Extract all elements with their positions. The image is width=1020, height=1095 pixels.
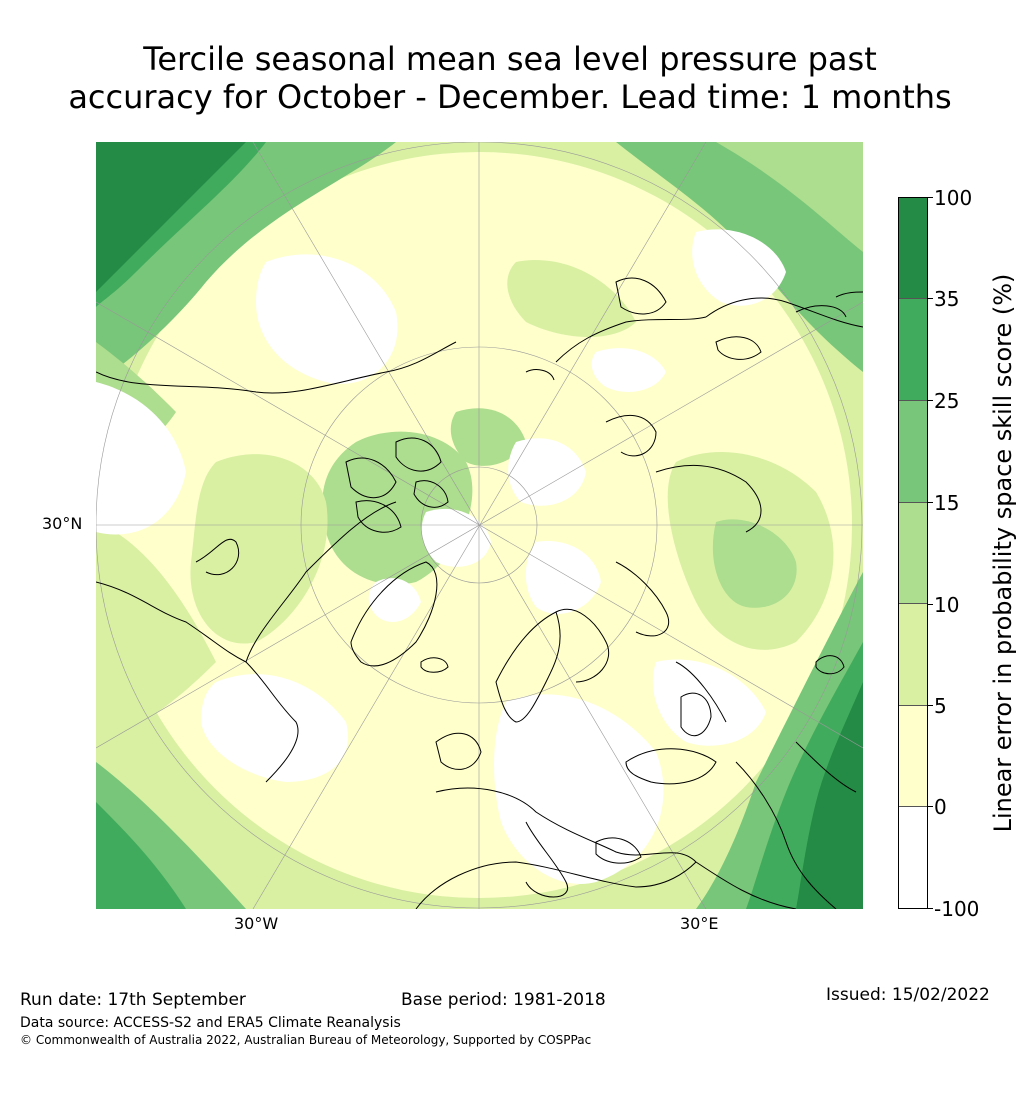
run-date: Run date: 17th September bbox=[20, 990, 246, 1010]
copyright: © Commonwealth of Australia 2022, Austra… bbox=[20, 1033, 592, 1047]
lat-label-30n: 30°N bbox=[42, 514, 83, 533]
colorbar-tickmark bbox=[928, 604, 933, 605]
colorbar-tick-label: 35 bbox=[934, 287, 960, 311]
colorbar-tick-label: 0 bbox=[934, 795, 947, 819]
colorbar-tick-label: 15 bbox=[934, 491, 960, 515]
data-source: Data source: ACCESS-S2 and ERA5 Climate … bbox=[20, 1015, 401, 1031]
issued-date: Issued: 15/02/2022 bbox=[826, 985, 990, 1005]
colorbar-bin-0-5 bbox=[899, 706, 927, 807]
map-title: Tercile seasonal mean sea level pressure… bbox=[0, 40, 1020, 116]
polar-map bbox=[96, 142, 863, 909]
colorbar-tickmark bbox=[928, 705, 933, 706]
colorbar-bin-neg100-0 bbox=[899, 807, 927, 908]
lon-label-30w: 30°W bbox=[234, 914, 279, 933]
colorbar-tick-label: 100 bbox=[934, 186, 973, 210]
base-period: Base period: 1981-2018 bbox=[401, 990, 606, 1010]
title-line-2: accuracy for October - December. Lead ti… bbox=[68, 78, 952, 116]
colorbar-tickmark bbox=[928, 400, 933, 401]
colorbar-tickmark bbox=[928, 298, 933, 299]
colorbar-tick-label: -100 bbox=[934, 897, 980, 921]
title-line-1: Tercile seasonal mean sea level pressure… bbox=[143, 40, 877, 78]
colorbar-tickmark bbox=[928, 197, 933, 198]
skill-field bbox=[96, 142, 863, 909]
colorbar-tick-label: 5 bbox=[934, 694, 947, 718]
colorbar-bin-25-35 bbox=[899, 299, 927, 401]
map-svg bbox=[96, 142, 863, 909]
colorbar-tickmark bbox=[928, 908, 933, 909]
colorbar-bin-35-100 bbox=[899, 198, 927, 299]
colorbar-tickmark bbox=[928, 806, 933, 807]
colorbar-tick-label: 25 bbox=[934, 389, 960, 413]
colorbar-bin-10-15 bbox=[899, 503, 927, 604]
coastlines bbox=[96, 277, 863, 909]
colorbar-bin-5-10 bbox=[899, 604, 927, 706]
graticule bbox=[96, 142, 863, 909]
colorbar bbox=[898, 197, 928, 909]
lon-label-30e: 30°E bbox=[680, 914, 719, 933]
colorbar-tick-label: 10 bbox=[934, 593, 960, 617]
colorbar-bin-15-25 bbox=[899, 401, 927, 503]
colorbar-tickmark bbox=[928, 502, 933, 503]
colorbar-label: Linear error in probability space skill … bbox=[989, 273, 1017, 833]
